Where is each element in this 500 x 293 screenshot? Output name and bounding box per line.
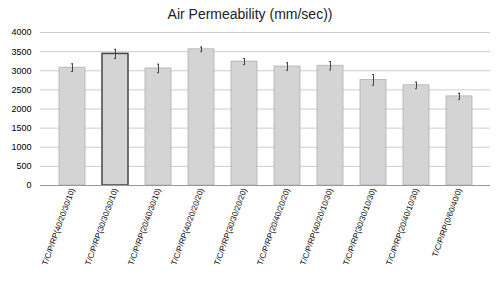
svg-text:4000: 4000 bbox=[11, 27, 31, 37]
svg-text:T/C/P/RP(40/20/20/20): T/C/P/RP(40/20/20/20) bbox=[169, 187, 205, 267]
svg-text:T/C/P/RP(20/40/30/10): T/C/P/RP(20/40/30/10) bbox=[126, 187, 162, 267]
svg-text:T/C/P/RP(30/30/30/10): T/C/P/RP(30/30/30/10) bbox=[83, 187, 119, 267]
svg-text:T/C/P/RP(30/30/20/20): T/C/P/RP(30/30/20/20) bbox=[212, 187, 248, 267]
svg-text:T/C/P/RP(40/20/10/30): T/C/P/RP(40/20/10/30) bbox=[298, 187, 334, 267]
svg-text:3500: 3500 bbox=[11, 47, 31, 57]
svg-text:T/C/P/RP(0/60/40/0): T/C/P/RP(0/60/40/0) bbox=[431, 187, 464, 258]
svg-text:0: 0 bbox=[26, 180, 31, 190]
svg-text:2000: 2000 bbox=[11, 104, 31, 114]
svg-text:1500: 1500 bbox=[11, 123, 31, 133]
svg-text:3000: 3000 bbox=[11, 66, 31, 76]
svg-text:T/C/P/RP(20/40/10/30): T/C/P/RP(20/40/10/30) bbox=[384, 187, 420, 267]
svg-text:2500: 2500 bbox=[11, 85, 31, 95]
svg-text:500: 500 bbox=[16, 161, 31, 171]
svg-text:T/C/P/RP(20/40/20/20): T/C/P/RP(20/40/20/20) bbox=[255, 187, 291, 267]
svg-text:T/C/P/RP(30/30/10/30): T/C/P/RP(30/30/10/30) bbox=[341, 187, 377, 267]
svg-text:1000: 1000 bbox=[11, 142, 31, 152]
svg-text:T/C/P/RP(40/20/30/10): T/C/P/RP(40/20/30/10) bbox=[40, 187, 76, 267]
html-text:Air Permeability (mm/sec)): Air Permeability (mm/sec)) bbox=[167, 6, 333, 22]
